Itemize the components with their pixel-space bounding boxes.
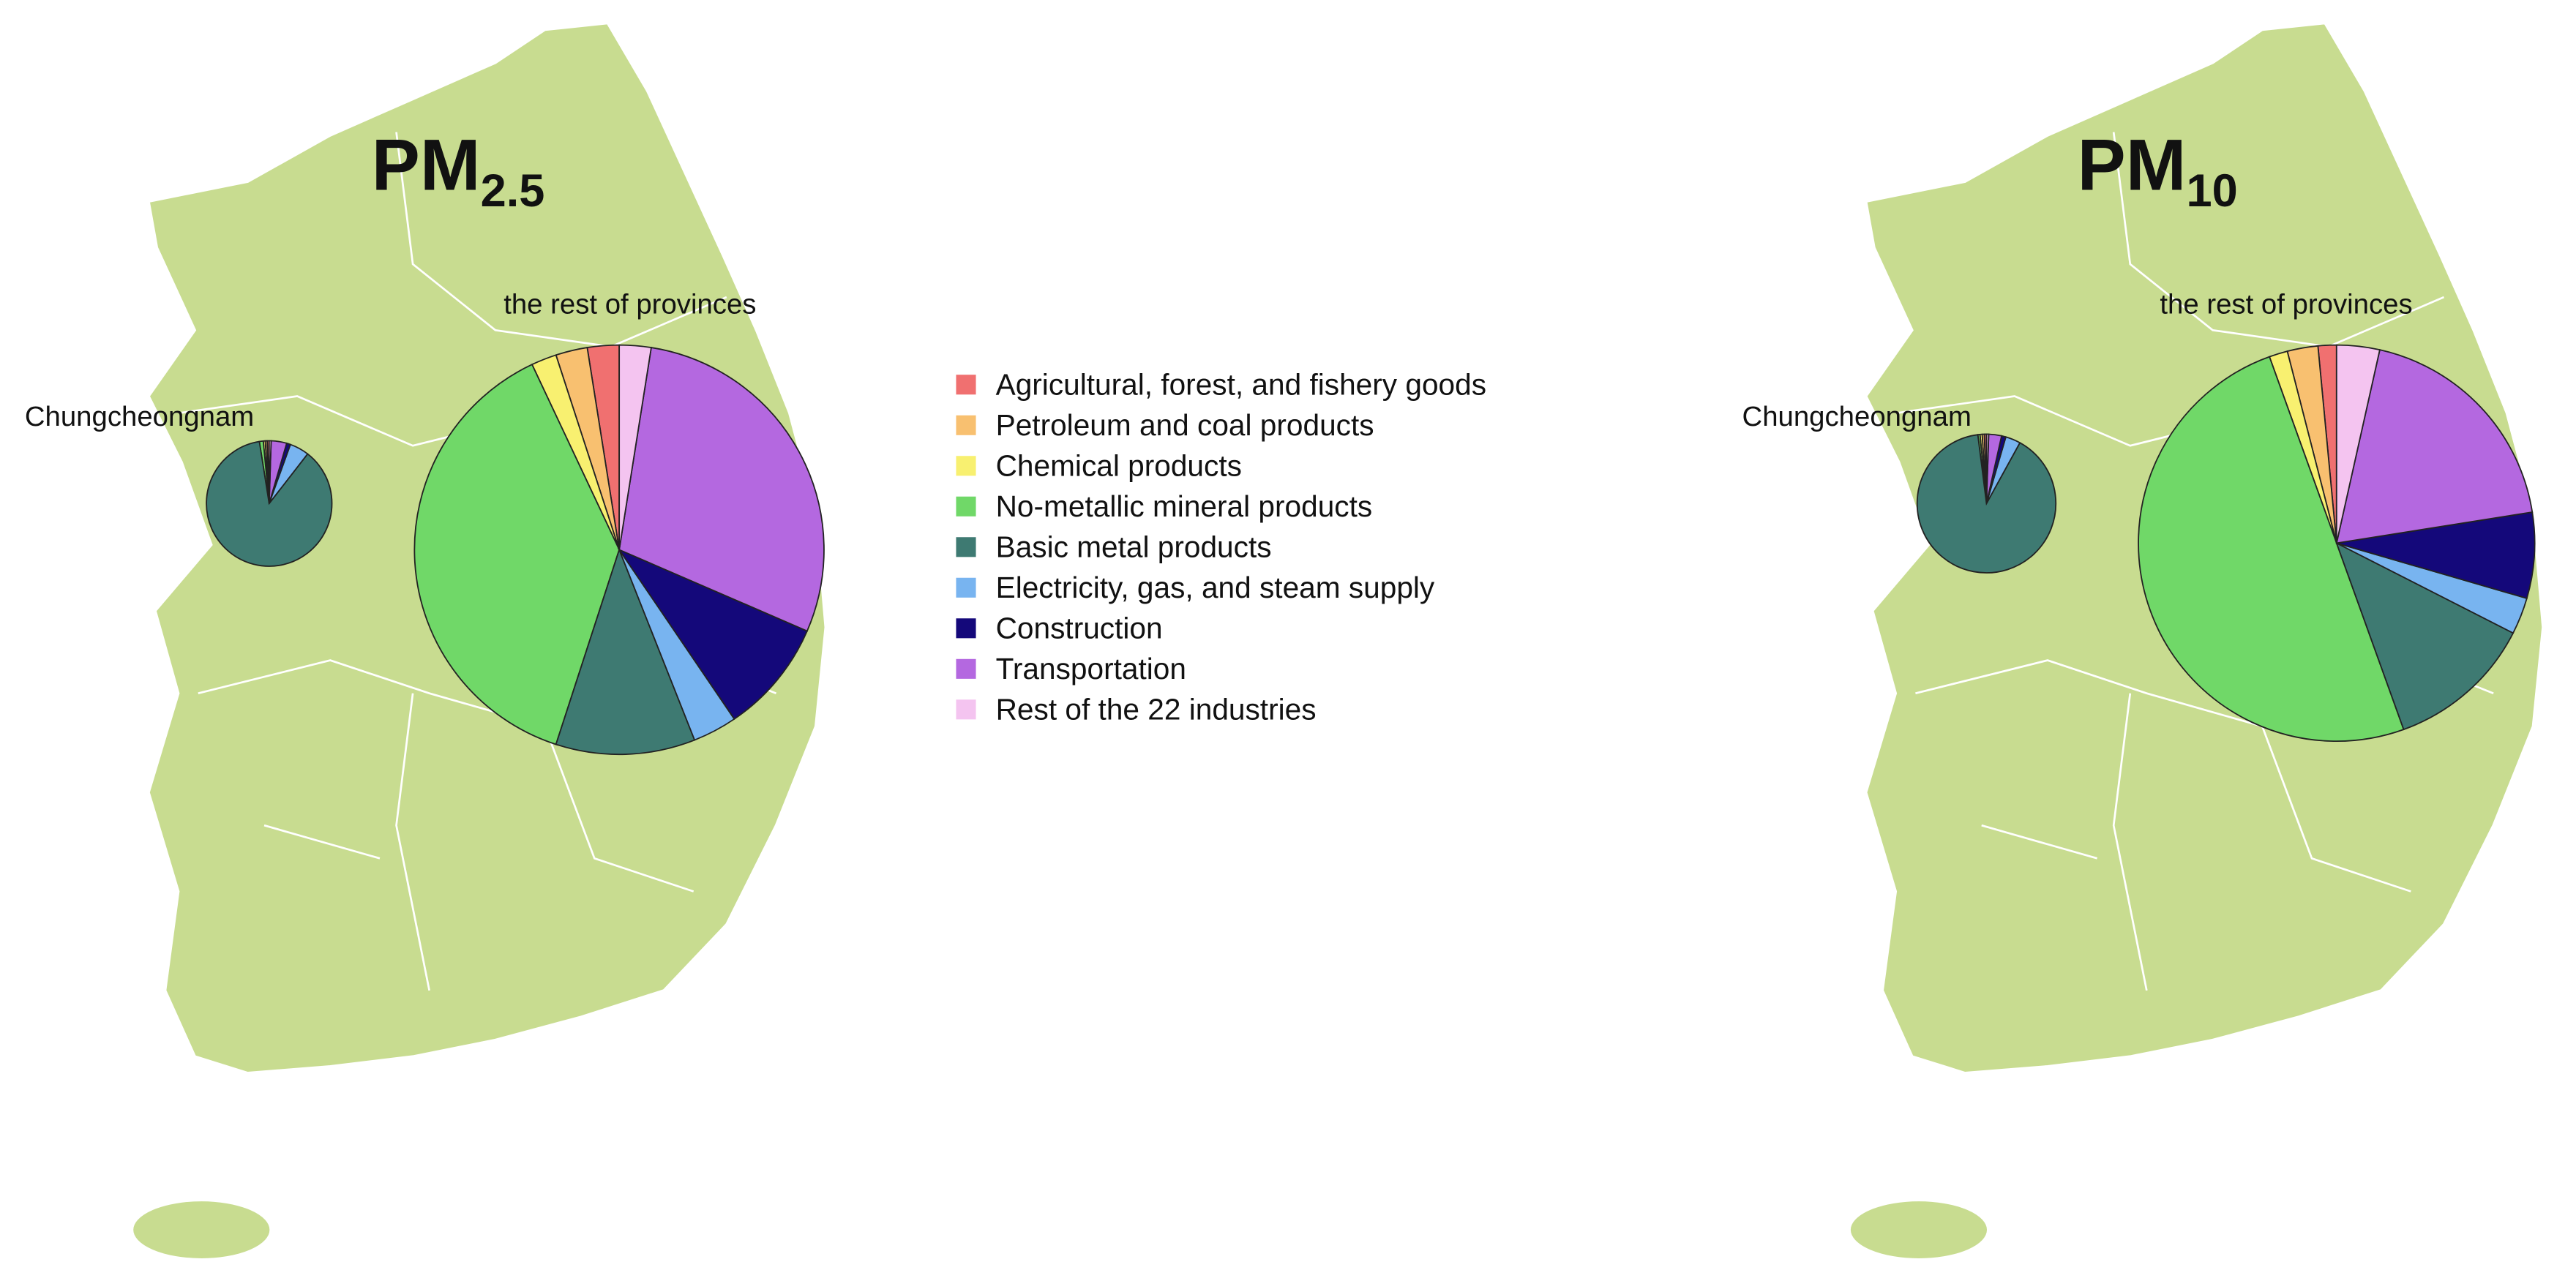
legend-swatch	[956, 577, 976, 598]
pie-slice	[1985, 433, 1990, 504]
pie-slice	[2335, 349, 2534, 544]
pie-slice	[618, 347, 825, 632]
legend-label: Rest of the 22 industries	[996, 692, 1317, 726]
legend-swatch	[956, 658, 976, 679]
legend-label: Agricultural, forest, and fishery goods	[996, 367, 1486, 401]
pie-label: Chungcheongnam	[25, 401, 254, 432]
pie-slice	[2336, 511, 2536, 600]
title-subscript: 2.5	[481, 165, 545, 217]
legend-swatch	[956, 415, 976, 435]
legend-label: Basic metal products	[996, 530, 1272, 563]
pie-slice	[618, 344, 652, 550]
pie-label: the rest of provinces	[2160, 289, 2412, 320]
legend: Agricultural, forest, and fishery goods P…	[956, 367, 1486, 726]
legend-swatch	[956, 456, 976, 476]
legend-label: Petroleum and coal products	[996, 408, 1374, 442]
legend-swatch	[956, 537, 976, 557]
pie-label: the rest of provinces	[503, 289, 756, 320]
pie-slice	[617, 548, 809, 721]
pie-slice	[2335, 344, 2381, 544]
title-main: PM	[372, 125, 481, 206]
legend-swatch	[956, 375, 976, 395]
panel-title: PM2.5	[372, 125, 545, 217]
legend-label: Transportation	[996, 652, 1186, 685]
legend-swatch	[956, 618, 976, 639]
title-main: PM	[2078, 125, 2187, 206]
pie-label: Chungcheongnam	[1742, 401, 1972, 432]
legend-label: No-metallic mineral products	[996, 489, 1373, 523]
legend-label: Construction	[996, 611, 1163, 645]
pie-slice	[555, 547, 696, 756]
pie-slice	[268, 440, 272, 504]
pie-slice	[206, 440, 333, 567]
pie-slice	[413, 364, 621, 745]
legend-label: Chemical products	[996, 448, 1242, 482]
legend-swatch	[956, 496, 976, 516]
title-subscript: 10	[2186, 165, 2237, 217]
pie-slice	[1916, 434, 2057, 574]
pie-slice	[2335, 541, 2515, 731]
legend-label: Electricity, gas, and steam supply	[996, 571, 1435, 604]
map-panel: PM10 Chungcheongnam the rest of provinces	[1742, 21, 2545, 1261]
legend-swatch	[956, 699, 976, 720]
panel-title: PM10	[2078, 125, 2238, 217]
map-panel: PM2.5 Chungcheongnam the rest of province…	[25, 21, 827, 1261]
pie-slice	[2138, 356, 2405, 743]
